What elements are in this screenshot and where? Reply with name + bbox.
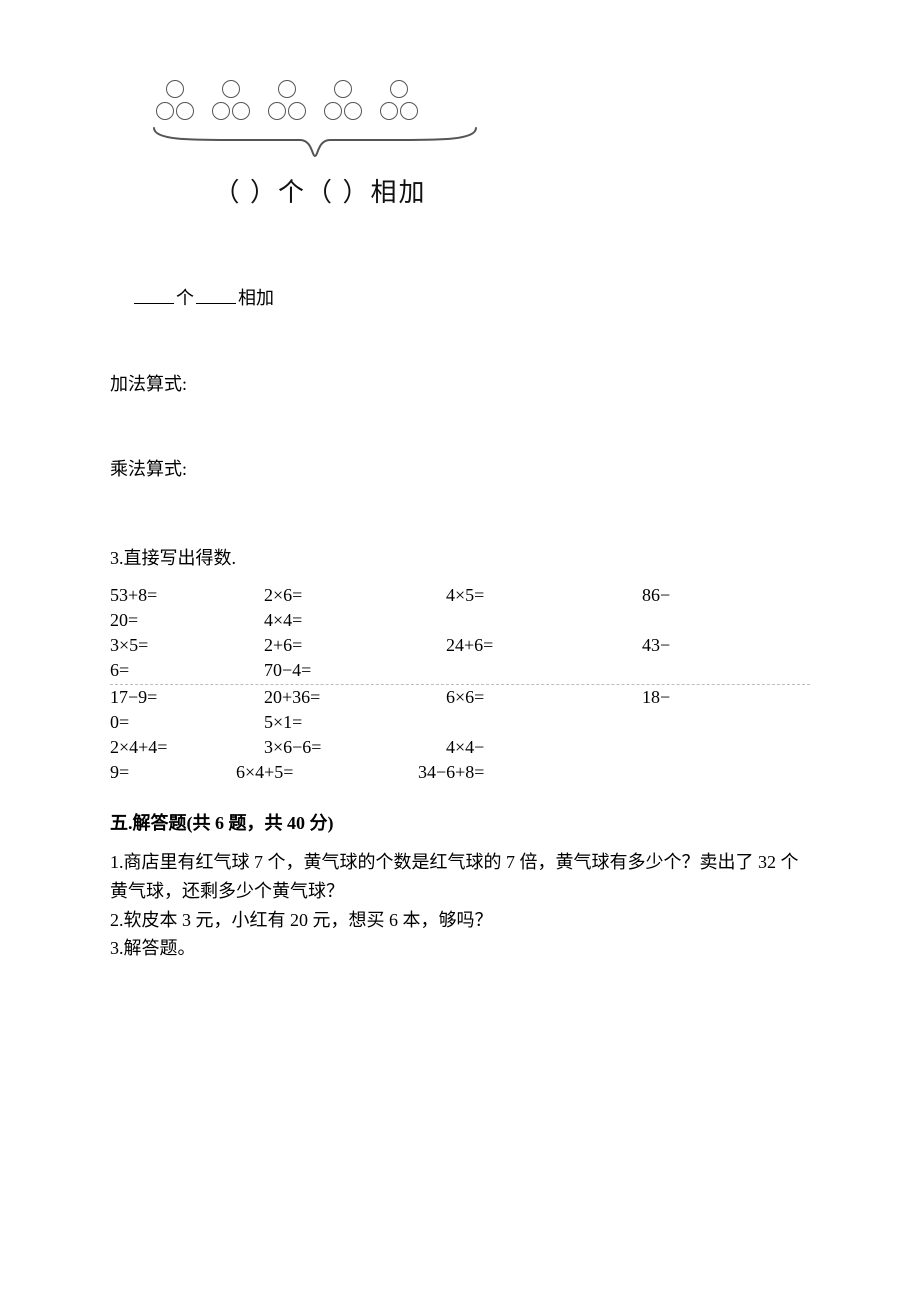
circle-icon — [400, 102, 418, 120]
calc-cell: 2+6= — [264, 633, 446, 658]
fill-in-line: 个 相加 — [132, 284, 810, 313]
calc-cell: 6= — [110, 658, 264, 683]
circle-pair — [324, 102, 362, 120]
circle-pair — [156, 102, 194, 120]
calc-cell: 3×6−6= — [264, 735, 446, 760]
qa-item: 2.软皮本 3 元，小红有 20 元，想买 6 本，够吗？ — [110, 906, 810, 935]
calc-cell: 2×4+4= — [110, 735, 264, 760]
text-ge: 个 — [176, 288, 194, 308]
calc-cell: 24+6= — [446, 633, 642, 658]
calc-cell: 20+36= — [264, 685, 446, 710]
calc-cell: 0= — [110, 710, 264, 735]
circle-icon — [212, 102, 230, 120]
calc-cell: 2×6= — [264, 583, 446, 608]
calc-cell: 18− — [642, 685, 810, 710]
circle-icon — [176, 102, 194, 120]
calc-cell: 17−9= — [110, 685, 264, 710]
circle-groups-row — [150, 80, 490, 120]
circle-icon — [278, 80, 296, 98]
calc-cell: 4×4− — [446, 735, 642, 760]
calc-cell: 4×4= — [264, 608, 446, 633]
calc-cell: 34−6+8= — [418, 760, 642, 785]
text-xiangjia: 相加 — [238, 288, 274, 308]
circle-group — [268, 80, 306, 120]
qa-item: 3.解答题。 — [110, 934, 810, 963]
calc-cell: 20= — [110, 608, 264, 633]
multiplication-expression-label: 乘法算式: — [110, 455, 810, 484]
calc-cell: 3×5= — [110, 633, 264, 658]
qa-item: 1.商店里有红气球 7 个，黄气球的个数是红气球的 7 倍，黄气球有多少个？卖出… — [110, 848, 810, 906]
circle-icon — [232, 102, 250, 120]
circle-pair — [212, 102, 250, 120]
circle-icon — [268, 102, 286, 120]
circle-icon — [156, 102, 174, 120]
calc-cell: 70−4= — [264, 658, 446, 683]
blank-input[interactable] — [134, 285, 174, 304]
circle-icon — [344, 102, 362, 120]
calc-cell: 53+8= — [110, 583, 264, 608]
circle-icon — [288, 102, 306, 120]
circle-icon — [380, 102, 398, 120]
calc-cell: 43− — [642, 633, 810, 658]
brace-label: （ ）个（ ）相加 — [150, 172, 490, 214]
calc-cell: 6×4+5= — [236, 760, 446, 785]
table-row: 17−9= 0= 20+36= 5×1= 6×6= 18− — [110, 685, 810, 735]
circle-icon — [390, 80, 408, 98]
calc-cell: 6×6= — [446, 685, 642, 710]
table-row: 53+8= 20= 2×6= 4×4= 4×5= 86− — [110, 583, 810, 633]
circle-pair — [380, 102, 418, 120]
circles-diagram: （ ）个（ ）相加 — [150, 80, 490, 214]
circle-group — [156, 80, 194, 120]
calc-cell: 5×1= — [264, 710, 446, 735]
circle-icon — [222, 80, 240, 98]
table-row: 2×4+4= 9= 3×6−6= 6×4+5= 4×4− 34−6+8= — [110, 735, 810, 785]
brace-icon — [150, 126, 480, 160]
calc-cell: 86− — [642, 583, 810, 608]
calc-cell: 4×5= — [446, 583, 642, 608]
circle-group — [212, 80, 250, 120]
circle-icon — [324, 102, 342, 120]
blank-input[interactable] — [196, 285, 236, 304]
qa-list: 1.商店里有红气球 7 个，黄气球的个数是红气球的 7 倍，黄气球有多少个？卖出… — [110, 848, 810, 963]
section-5-heading: 五.解答题(共 6 题，共 40 分) — [110, 809, 810, 838]
circle-group — [324, 80, 362, 120]
circle-group — [380, 80, 418, 120]
question-3-title: 3.直接写出得数. — [110, 544, 810, 573]
circle-pair — [268, 102, 306, 120]
circle-icon — [166, 80, 184, 98]
addition-expression-label: 加法算式: — [110, 370, 810, 399]
circle-icon — [334, 80, 352, 98]
page: （ ）个（ ）相加 个 相加 加法算式: 乘法算式: 3.直接写出得数. 53+8… — [0, 0, 920, 1302]
calc-table: 53+8= 20= 2×6= 4×4= 4×5= 86− 3× — [110, 583, 810, 786]
table-row: 3×5= 6= 2+6= 70−4= 24+6= 43− — [110, 633, 810, 683]
